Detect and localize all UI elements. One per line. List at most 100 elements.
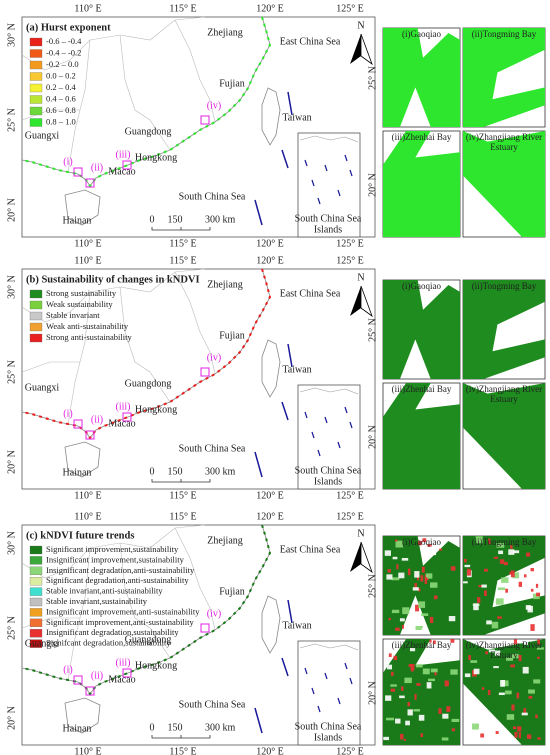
study-box: [122, 412, 132, 422]
thumb-speckle: [518, 581, 523, 587]
study-box: [122, 668, 132, 678]
thumb-speckle: [464, 673, 471, 678]
thumb-speckle: [473, 603, 479, 611]
lon-label: 110° E: [74, 3, 101, 14]
legend-swatch: [29, 311, 43, 321]
legend-swatch: [29, 95, 43, 104]
thumb-speckle: [441, 737, 449, 741]
province-border: [21, 16, 216, 173]
legend-label: Significant improvement,sustainability: [46, 544, 179, 554]
legend-label: Insignificant improvement,anti-sustainab…: [46, 606, 200, 616]
thumb-speckle: [391, 671, 394, 676]
thumb-speckle: [407, 702, 411, 707]
thumb-speckle: [403, 738, 406, 741]
thumb-vegetation: [463, 28, 545, 127]
thumb-speckle: [388, 653, 392, 658]
thumb-speckle: [481, 687, 485, 690]
thumb-speckle: [386, 717, 395, 721]
legend-swatch: [29, 289, 43, 299]
thumb-speckle: [415, 625, 423, 631]
thumb-lat-label: 25° N: [367, 66, 378, 90]
thumb-speckle: [450, 566, 456, 571]
thumb-speckle: [486, 620, 492, 625]
lon-label: 125° E: [336, 255, 364, 266]
lon-label: 120° E: [256, 490, 284, 501]
place-label: Taiwan: [282, 112, 311, 123]
thumb-speckle: [416, 664, 423, 668]
legend-label: -0.2 – 0.0: [46, 59, 79, 69]
thumb-label: (iii)Zhenhai Bay: [392, 640, 452, 650]
thumb-speckle: [527, 605, 533, 613]
thumb-speckle: [387, 664, 393, 670]
boundary-dash: [287, 599, 293, 624]
scs-dash: [317, 449, 321, 457]
study-box: [122, 160, 132, 170]
province-border: [21, 524, 216, 681]
thumb-speckle: [514, 731, 518, 738]
lon-label: 125° E: [336, 511, 364, 522]
lon-label: 115° E: [169, 238, 196, 249]
thumb-speckle: [396, 564, 399, 570]
thumb-speckle: [485, 651, 488, 655]
thumb-speckle: [512, 572, 520, 579]
thumb-speckle: [395, 718, 401, 724]
thumb-label: (i)Gaoqiao: [402, 537, 441, 547]
boundary-dash: [287, 343, 293, 368]
legend-label: 0.8 – 1.0: [46, 116, 76, 126]
study-marker: (iii): [116, 657, 131, 668]
lon-label: 110° E: [74, 255, 101, 266]
thumb-speckle: [537, 737, 541, 740]
panel: 110° E 110° E 115° E 115° E 120° E 120° E 125°…: [6, 511, 546, 755]
thumb-speckle: [497, 587, 506, 590]
lon-label: 110° E: [74, 746, 101, 755]
thumb-speckle: [429, 616, 434, 624]
study-marker: (ii): [91, 162, 103, 173]
place-label: Fujian: [219, 330, 245, 341]
thumb-speckle: [473, 668, 480, 675]
scs-dash: [337, 697, 341, 705]
scs-dash: [337, 189, 341, 197]
thumb-speckle: [535, 714, 538, 719]
legend-label: Stable invariant,sustainability: [46, 596, 148, 606]
thumb-speckle: [394, 539, 398, 542]
thumb-speckle: [404, 677, 412, 684]
legend-label: -0.4 – -0.2: [46, 47, 81, 57]
thumb-speckle: [392, 640, 399, 647]
thumb-speckle: [480, 733, 485, 738]
thumb-speckle: [433, 640, 436, 645]
thumb-speckle: [522, 666, 529, 674]
thumb-speckle: [478, 585, 483, 588]
thumb-speckle: [442, 713, 449, 719]
legend-swatch: [29, 597, 43, 607]
legend-label: Insignificant degradation,anti-sustainab…: [46, 565, 195, 575]
place-label: Zhejiang: [207, 27, 243, 38]
legend-swatch: [29, 629, 43, 638]
lon-label: 125° E: [336, 490, 364, 501]
thumb-speckle: [418, 601, 426, 608]
thumb-speckle: [407, 709, 413, 716]
boundary-dash: [254, 451, 263, 478]
thumb-speckle: [383, 736, 390, 741]
thumb-label: (i)Gaoqiao: [402, 29, 441, 39]
place-label: Macao: [108, 674, 135, 685]
legend-label: Stable invariant: [46, 310, 100, 320]
study-box: [73, 419, 83, 429]
thumb-speckle: [495, 598, 504, 605]
scs-coast: [299, 135, 359, 143]
thumb-speckle: [512, 726, 517, 730]
thumb-speckle: [510, 545, 513, 549]
lon-label: 125° E: [336, 238, 364, 249]
thumb-speckle: [409, 648, 416, 652]
study-marker: (i): [63, 664, 72, 675]
thumb-speckle: [422, 538, 427, 543]
thumb-vegetation: [463, 536, 545, 635]
boundary-dash: [281, 149, 289, 169]
place-label: Fujian: [219, 586, 245, 597]
scs-dash: [324, 164, 328, 172]
thumb-speckle: [395, 627, 400, 631]
place-label: Zhejiang: [207, 279, 243, 290]
scs-inset: [297, 384, 361, 490]
thumb-speckle: [523, 641, 528, 645]
thumb-speckle: [414, 693, 417, 700]
thumb-speckle: [493, 726, 500, 732]
